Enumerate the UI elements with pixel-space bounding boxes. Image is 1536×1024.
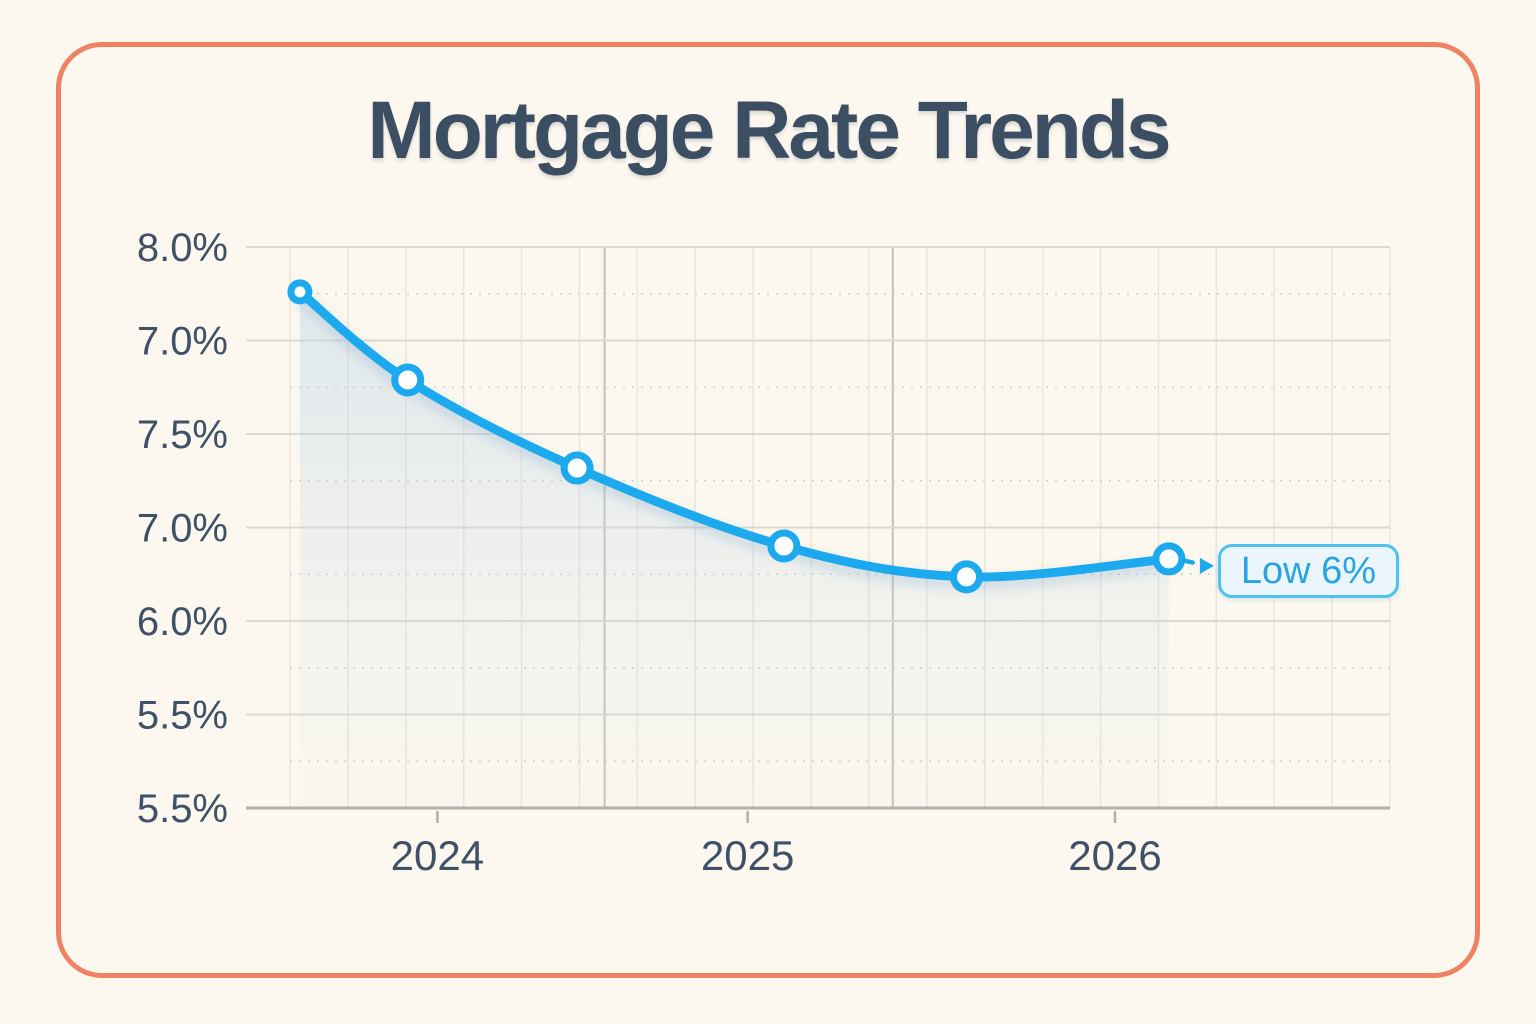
data-point-marker — [287, 279, 313, 305]
chart-title: Mortgage Rate Trends — [367, 85, 1171, 176]
data-point-marker — [391, 363, 425, 397]
data-point-marker — [560, 451, 594, 485]
annotation-low-6: Low 6% — [1218, 544, 1399, 598]
x-tick-label: 2025 — [701, 832, 794, 879]
x-tick-label: 2026 — [1068, 832, 1161, 879]
y-tick-label: 7.0% — [137, 320, 228, 364]
annotation-arrow-icon — [1199, 557, 1214, 574]
data-point-marker — [1152, 542, 1186, 576]
data-point-marker — [950, 560, 983, 594]
y-tick-label: 5.5% — [137, 694, 228, 738]
y-tick-label: 6.0% — [137, 600, 228, 644]
y-tick-label: 7.0% — [137, 507, 228, 551]
data-point-marker — [767, 529, 801, 563]
axis — [246, 806, 1390, 823]
y-tick-label: 7.5% — [137, 413, 228, 457]
y-tick-label: 8.0% — [137, 226, 228, 270]
annotation-arrow-dash — [1183, 558, 1201, 567]
y-tick-label: 5.5% — [137, 787, 228, 831]
trend-area-fill — [299, 291, 1169, 808]
x-tick-label: 2024 — [391, 832, 484, 879]
axis-labels: 8.0% 7.0% 7.5% 7.0% 6.0% 5.5% 5.5% 2024 2025 2026 — [137, 226, 1162, 879]
trend-line-group — [287, 279, 1214, 808]
annotation-label: Low 6% — [1240, 549, 1377, 592]
